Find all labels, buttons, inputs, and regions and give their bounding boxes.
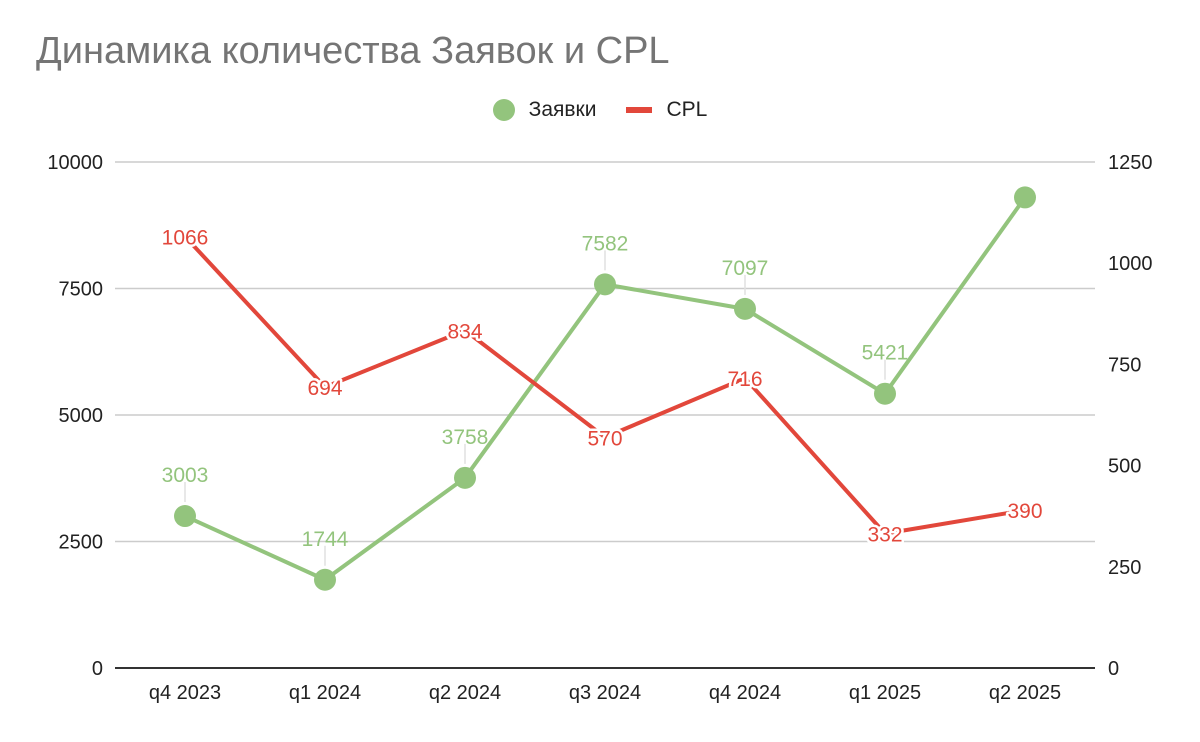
data-label-cpl: 1066 xyxy=(162,226,209,249)
legend-item-zayavki[interactable]: Заявки xyxy=(492,98,597,122)
data-point-zayavki xyxy=(874,382,896,405)
data-label-cpl: 332 xyxy=(867,524,902,547)
data-label-cpl: 694 xyxy=(307,377,342,400)
y-right-tick-label: 1000 xyxy=(1108,253,1153,275)
x-tick-label: q4 2023 xyxy=(149,682,221,704)
x-tick-label: q2 2025 xyxy=(989,682,1061,704)
legend-item-cpl[interactable]: CPL xyxy=(626,98,707,122)
data-point-zayavki xyxy=(1014,186,1036,209)
y-right-tick-label: 1250 xyxy=(1108,152,1153,174)
data-point-zayavki xyxy=(594,273,616,296)
data-label-zayavki: 1744 xyxy=(302,528,349,551)
y-left-tick-label: 10000 xyxy=(47,152,103,174)
y-left-tick-label: 5000 xyxy=(59,405,104,427)
data-point-zayavki xyxy=(314,568,336,591)
y-left-tick-label: 2500 xyxy=(59,532,104,554)
y-left-tick-label: 7500 xyxy=(59,279,104,301)
data-label-cpl: 716 xyxy=(727,368,762,391)
y-right-tick-label: 750 xyxy=(1108,354,1141,376)
data-label-cpl: 834 xyxy=(447,320,482,343)
x-tick-label: q1 2025 xyxy=(849,682,921,704)
data-label-zayavki: 7097 xyxy=(722,257,769,280)
data-label-cpl: 390 xyxy=(1007,500,1042,523)
legend: Заявки CPL xyxy=(0,98,1200,122)
data-label-zayavki: 7582 xyxy=(582,232,629,255)
series-line-cpl xyxy=(183,234,1027,536)
x-tick-label: q1 2024 xyxy=(289,682,361,704)
y-left-tick-label: 0 xyxy=(92,658,103,680)
data-label-zayavki: 3758 xyxy=(442,426,489,449)
legend-marker-cpl xyxy=(626,107,653,113)
data-point-zayavki xyxy=(454,466,476,489)
x-tick-label: q4 2024 xyxy=(709,682,781,704)
legend-label-zayavki: Заявки xyxy=(528,98,597,121)
y-right-tick-label: 0 xyxy=(1108,658,1119,680)
x-tick-label: q3 2024 xyxy=(569,682,641,704)
y-right-tick-label: 500 xyxy=(1108,456,1141,478)
x-tick-label: q2 2024 xyxy=(429,682,501,704)
y-right-tick-label: 250 xyxy=(1108,557,1141,579)
legend-marker-zayavki xyxy=(492,99,515,121)
data-point-zayavki xyxy=(174,505,196,528)
data-label-zayavki: 3003 xyxy=(162,464,209,487)
chart-title: Динамика количества Заявок и CPL xyxy=(36,30,670,72)
data-label-zayavki: 5421 xyxy=(862,342,909,365)
data-label-cpl: 570 xyxy=(587,427,622,450)
legend-label-cpl: CPL xyxy=(666,98,708,121)
data-point-zayavki xyxy=(734,297,756,320)
